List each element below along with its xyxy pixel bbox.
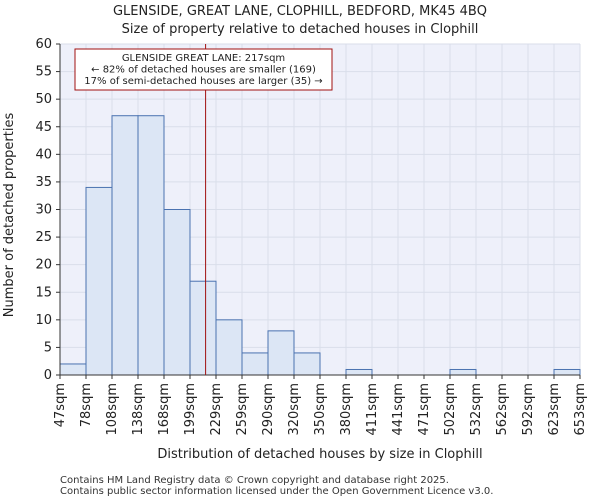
y-tick-label: 25 [35, 230, 52, 245]
histogram-bar [267, 330, 295, 376]
y-tick-label: 5 [44, 340, 52, 355]
x-tick-label: 199sqm [183, 383, 198, 436]
y-tick-label: 40 [35, 147, 52, 162]
y-tick-label: 10 [35, 313, 52, 328]
histogram-bar [293, 352, 321, 376]
x-tick-label: 259sqm [235, 383, 250, 436]
y-tick-label: 60 [35, 37, 52, 52]
annotation-box [74, 48, 333, 91]
y-tick-label: 0 [44, 368, 52, 383]
chart-subtitle: Size of property relative to detached ho… [122, 22, 479, 37]
x-tick-label: 229sqm [209, 383, 224, 436]
histogram-bar [85, 186, 113, 376]
x-tick-label: 108sqm [105, 383, 120, 436]
x-tick-label: 532sqm [469, 383, 484, 436]
x-tick-label: 653sqm [573, 383, 588, 436]
histogram-bar [137, 115, 165, 376]
y-tick-label: 20 [35, 258, 52, 273]
x-tick-label: 562sqm [495, 383, 510, 436]
x-axis-label: Distribution of detached houses by size … [157, 447, 482, 462]
footer-line-2: Contains public sector information licen… [60, 486, 493, 497]
x-tick-label: 623sqm [547, 383, 562, 436]
x-tick-label: 138sqm [131, 383, 146, 436]
x-tick-label: 290sqm [261, 383, 276, 436]
x-tick-label: 592sqm [521, 383, 536, 436]
histogram-bar [111, 115, 139, 376]
histogram-bar [449, 368, 477, 376]
y-axis-label: Number of detached properties [2, 113, 17, 318]
x-tick-label: 441sqm [391, 383, 406, 436]
histogram-bar [163, 209, 191, 376]
chart-title: GLENSIDE, GREAT LANE, CLOPHILL, BEDFORD,… [113, 4, 487, 19]
x-tick-label: 411sqm [365, 383, 380, 436]
footer-line-1: Contains HM Land Registry data © Crown c… [60, 475, 449, 486]
histogram-bar [59, 363, 87, 376]
x-tick-label: 47sqm [53, 383, 68, 427]
annotation-line-1: GLENSIDE GREAT LANE: 217sqm [122, 53, 285, 64]
annotation-line-2: ← 82% of detached houses are smaller (16… [91, 65, 316, 76]
x-tick-label: 471sqm [417, 383, 432, 436]
histogram-bar [241, 352, 269, 376]
y-tick-label: 45 [35, 120, 52, 135]
histogram-bar [215, 319, 243, 376]
x-tick-label: 168sqm [157, 383, 172, 436]
y-tick-label: 50 [35, 92, 52, 107]
histogram-bar [553, 368, 581, 376]
histogram-bar [189, 280, 217, 376]
x-tick-label: 78sqm [79, 383, 94, 427]
x-tick-label: 502sqm [443, 383, 458, 436]
plot-area: 0 5 10 15 20 25 30 35 40 45 50 55 60 47sqm 78sqm 108sqm… [35, 37, 588, 436]
y-tick-label: 15 [35, 285, 52, 300]
y-tick-label: 35 [35, 175, 52, 190]
x-tick-label: 350sqm [313, 383, 328, 436]
x-tick-label: 380sqm [339, 383, 354, 436]
y-tick-label: 30 [35, 203, 52, 218]
annotation-line-3: 17% of semi-detached houses are larger (… [84, 76, 322, 87]
x-tick-label: 320sqm [287, 383, 302, 436]
histogram-bar [345, 368, 373, 376]
y-tick-label: 55 [35, 65, 52, 80]
